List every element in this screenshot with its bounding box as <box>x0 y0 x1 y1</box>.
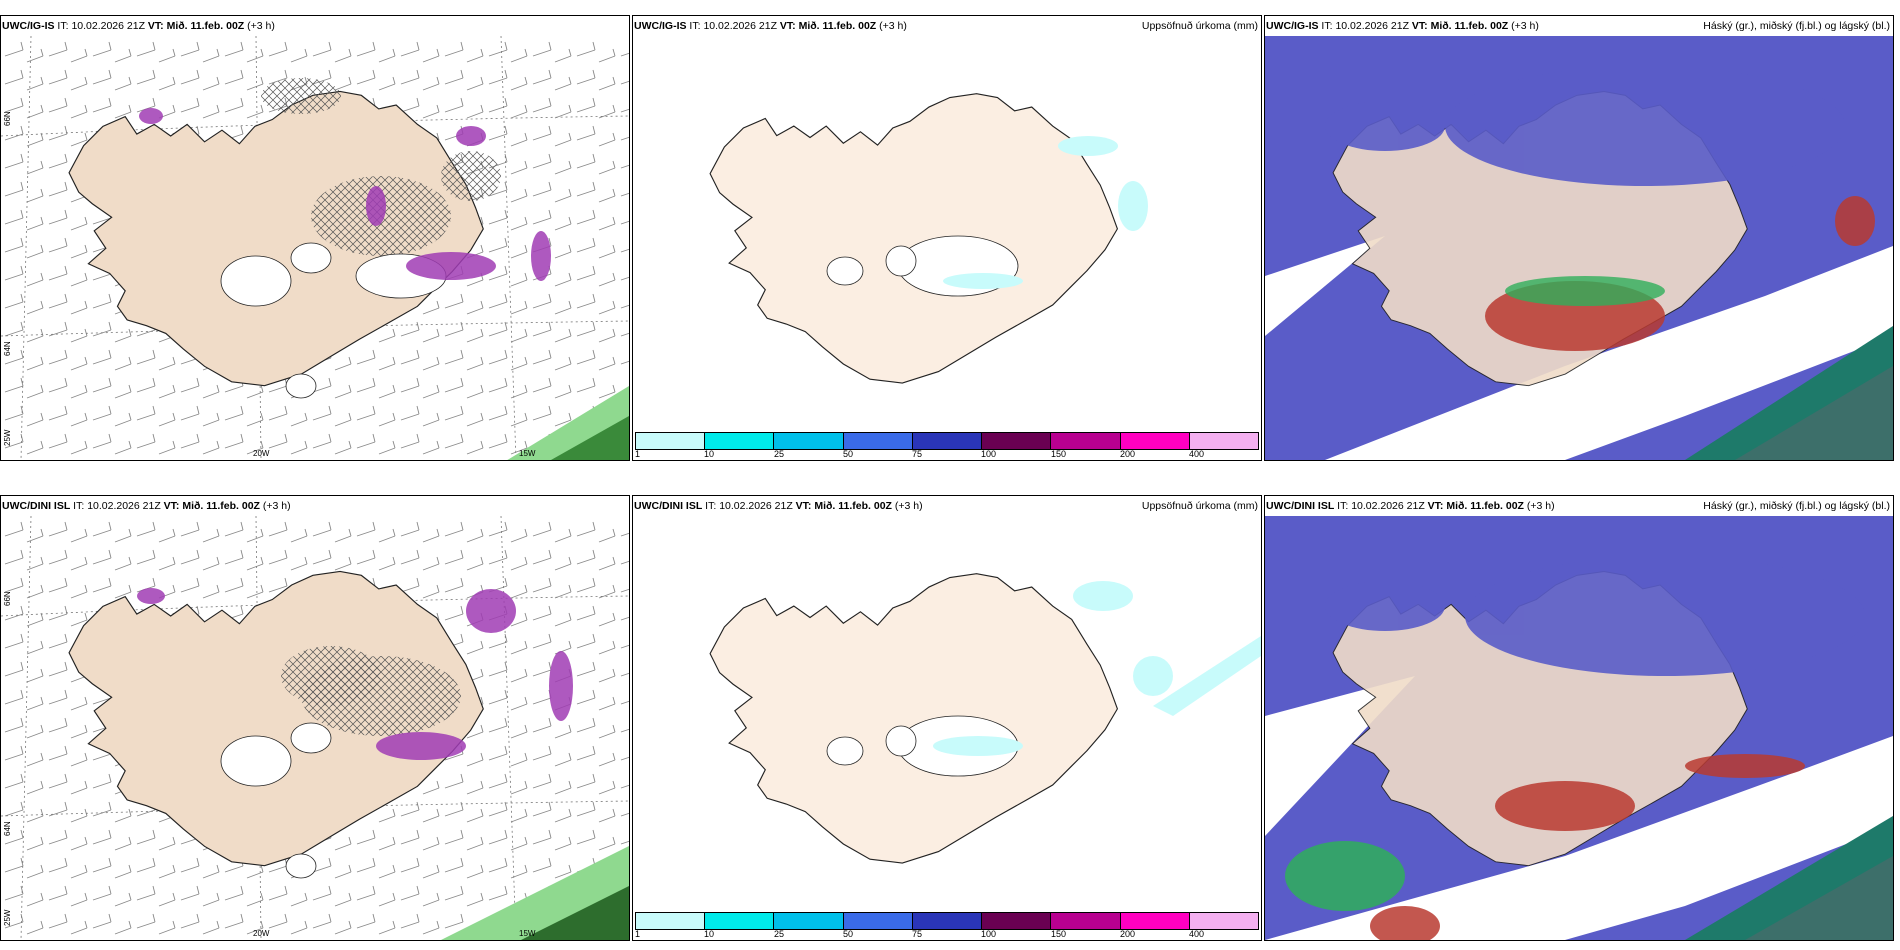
lon-label-20w: 20W <box>253 929 270 938</box>
lon-label-15w: 15W <box>519 929 536 938</box>
cloud-map <box>1265 516 1893 940</box>
panel-dini-clouds: UWC/DINI ISL IT: 10.02.2026 21Z VT: Mið.… <box>1264 495 1894 941</box>
lon-label-25w: 25W <box>3 909 12 926</box>
panel-ig-wind: UWC/IG-IS IT: 10.02.2026 21Z VT: Mið. 11… <box>0 15 630 461</box>
precip-title: Uppsöfnuð úrkoma (mm) <box>1141 500 1258 512</box>
panel-header: UWC/IG-IS IT: 10.02.2026 21Z VT: Mið. 11… <box>1266 20 1539 32</box>
lon-label-20w: 20W <box>253 449 270 458</box>
precip-title: Uppsöfnuð úrkoma (mm) <box>1141 20 1258 32</box>
panel-header: UWC/DINI ISL IT: 10.02.2026 21Z VT: Mið.… <box>634 500 923 512</box>
lat-label-64n: 64N <box>3 821 12 836</box>
lat-label-66n: 66N <box>3 111 12 126</box>
panel-header: UWC/DINI ISL IT: 10.02.2026 21Z VT: Mið.… <box>1266 500 1555 512</box>
precip-colorbar <box>635 912 1259 930</box>
lon-label-15w: 15W <box>519 449 536 458</box>
panel-ig-precip: UWC/IG-IS IT: 10.02.2026 21Z VT: Mið. 11… <box>632 15 1262 461</box>
cloud-map <box>1265 36 1893 460</box>
panel-ig-clouds: UWC/IG-IS IT: 10.02.2026 21Z VT: Mið. 11… <box>1264 15 1894 461</box>
wind-map <box>1 36 629 460</box>
panel-dini-wind: UWC/DINI ISL IT: 10.02.2026 21Z VT: Mið.… <box>0 495 630 941</box>
lon-label-25w: 25W <box>3 429 12 446</box>
precip-colorbar <box>635 432 1259 450</box>
panel-header: UWC/IG-IS IT: 10.02.2026 21Z VT: Mið. 11… <box>2 20 275 32</box>
lat-label-66n: 66N <box>3 591 12 606</box>
cloud-title: Háský (gr.), miðský (fj.bl.) og lágský (… <box>1703 20 1890 32</box>
colorbar-ticks: 1 10 25 50 75 100 150 200 400 <box>635 929 1205 939</box>
lat-label-64n: 64N <box>3 341 12 356</box>
colorbar-ticks: 1 10 25 50 75 100 150 200 400 <box>635 449 1205 459</box>
precip-map <box>709 93 1148 384</box>
panel-header: UWC/IG-IS IT: 10.02.2026 21Z VT: Mið. 11… <box>634 20 907 32</box>
cloud-title: Háský (gr.), miðský (fj.bl.) og lágský (… <box>1703 500 1890 512</box>
wind-map <box>1 516 629 940</box>
panel-dini-precip: UWC/DINI ISL IT: 10.02.2026 21Z VT: Mið.… <box>632 495 1262 941</box>
panel-header: UWC/DINI ISL IT: 10.02.2026 21Z VT: Mið.… <box>2 500 291 512</box>
precip-map <box>709 573 1261 864</box>
